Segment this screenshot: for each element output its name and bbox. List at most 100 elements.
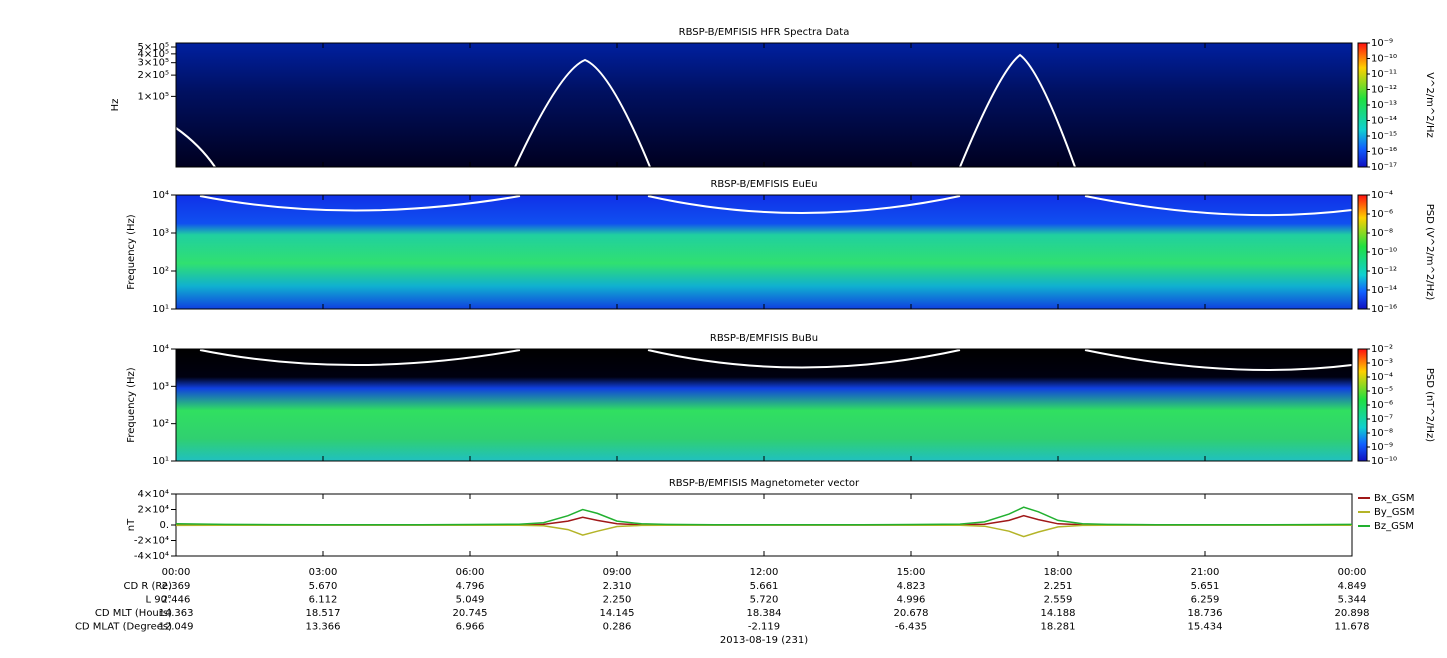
panel-title: RBSP-B/EMFISIS EuEu — [710, 179, 817, 190]
colorbar-tick-label: 10⁻⁴ — [1371, 372, 1393, 383]
colorbar-tick-label: 10⁻¹⁴ — [1371, 285, 1397, 296]
data-line — [175, 524, 1352, 538]
colorbar-tick-label: 10⁻¹⁰ — [1371, 247, 1397, 258]
colorbar-tick-label: 10⁻¹¹ — [1371, 69, 1397, 80]
colorbar-tick-label: 10⁻¹² — [1371, 85, 1397, 96]
ephemeris-value: 18.736 — [1188, 608, 1223, 619]
y-tick-label: 0. — [159, 520, 169, 531]
data-line — [175, 506, 1353, 526]
panel-title: RBSP-B/EMFISIS HFR Spectra Data — [679, 27, 850, 38]
ephemeris-value: 18.281 — [1041, 622, 1076, 633]
y-tick-label: 10¹ — [152, 304, 169, 315]
date-label: 2013-08-19 (231) — [720, 635, 808, 646]
colorbar-label: PSD (nT^2/Hz) — [1424, 368, 1435, 442]
y-tick-label: -4×10⁴ — [134, 551, 169, 562]
y-tick-label: 5×10⁵ — [138, 42, 169, 53]
colorbar-tick-label: 10⁻¹⁴ — [1371, 116, 1397, 127]
ephemeris-value: 5.049 — [456, 595, 485, 606]
ephemeris-value: 2.369 — [162, 581, 191, 592]
colorbar-tick-label: 10⁻² — [1371, 344, 1393, 355]
y-tick-label: 10² — [152, 419, 169, 430]
ephemeris-value: 4.849 — [1338, 581, 1367, 592]
ephemeris-value: 2.251 — [1044, 581, 1073, 592]
legend-label: Bx_GSM — [1374, 493, 1415, 504]
ephemeris-value: 5.661 — [750, 581, 779, 592]
colorbar — [1357, 42, 1368, 168]
spectrogram-images — [175, 43, 1353, 461]
spectrogram-3 — [176, 349, 1352, 461]
x-tick-label: 00:00 — [1338, 567, 1367, 578]
colorbar-label: PSD (V^2/m^2/Hz) — [1424, 204, 1435, 301]
y-tick-label: -2×10⁴ — [134, 536, 169, 547]
x-tick-label: 15:00 — [897, 567, 926, 578]
ephemeris-value: 4.823 — [897, 581, 926, 592]
x-tick-label: 06:00 — [456, 567, 485, 578]
ephemeris-value: 6.112 — [309, 595, 338, 606]
ephemeris-value: 5.651 — [1191, 581, 1220, 592]
y-tick-label: 10¹ — [152, 456, 169, 467]
y-tick-label: 10³ — [152, 228, 169, 239]
ephemeris-value: 4.996 — [897, 595, 926, 606]
colorbar-tick-label: 10⁻⁶ — [1371, 400, 1393, 411]
panel-title: RBSP-B/EMFISIS BuBu — [710, 333, 818, 344]
y-tick-label: 2×10⁴ — [138, 505, 169, 516]
y-tick-label: 4×10⁵ — [138, 49, 169, 60]
y-tick-label: 4×10⁴ — [138, 489, 169, 500]
ephemeris-label: CD R (Re) — [124, 581, 173, 592]
legend-label: Bz_GSM — [1374, 521, 1414, 532]
ephemeris-value: 2.559 — [1044, 595, 1073, 606]
ephemeris-value: 11.678 — [1335, 622, 1370, 633]
ephemeris-value: 6.966 — [456, 622, 485, 633]
ephemeris-value: 14.363 — [159, 608, 194, 619]
x-tick-label: 09:00 — [603, 567, 632, 578]
ephemeris-value: -2.119 — [748, 622, 780, 633]
panel-title: RBSP-B/EMFISIS Magnetometer vector — [669, 478, 860, 489]
y-axis-label: Frequency (Hz) — [126, 214, 137, 290]
colorbar-tick-label: 10⁻⁴ — [1371, 190, 1393, 201]
ephemeris-value: 12.049 — [159, 622, 194, 633]
y-tick-label: 3×10⁵ — [138, 58, 169, 69]
y-tick-label: 10⁴ — [152, 190, 169, 201]
gyro-line — [199, 349, 1353, 371]
gyro-line — [175, 53, 1076, 168]
y-tick-label: 10² — [152, 266, 169, 277]
y-tick-label: 2×10⁵ — [138, 70, 169, 81]
colorbar-tick-label: 10⁻¹⁵ — [1371, 131, 1397, 142]
legend-label: By_GSM — [1374, 507, 1415, 518]
x-tick-label: 00:00 — [162, 567, 191, 578]
ephemeris-value: 14.145 — [600, 608, 635, 619]
ephemeris-value: 0.286 — [603, 622, 632, 633]
x-tick-label: 18:00 — [1044, 567, 1073, 578]
colorbar-label: V^2/m^2/Hz — [1424, 72, 1435, 138]
y-axis-label: Frequency (Hz) — [126, 367, 137, 443]
spectrogram-1 — [176, 43, 1352, 167]
ephemeris-value: 5.670 — [309, 581, 338, 592]
colorbar-tick-label: 10⁻¹³ — [1371, 100, 1397, 111]
colorbar-tick-label: 10⁻⁶ — [1371, 209, 1393, 220]
colorbar-tick-label: 10⁻¹⁶ — [1371, 147, 1397, 158]
ephemeris-value: 14.188 — [1041, 608, 1076, 619]
ephemeris-value: -6.435 — [895, 622, 927, 633]
ephemeris-value: 2.310 — [603, 581, 632, 592]
x-tick-label: 21:00 — [1191, 567, 1220, 578]
colorbar-tick-label: 10⁻¹⁷ — [1371, 162, 1397, 173]
y-axis-label: nT — [126, 518, 137, 531]
ephemeris-value: 13.366 — [306, 622, 341, 633]
ephemeris-value: 6.259 — [1191, 595, 1220, 606]
colorbar-tick-label: 10⁻¹² — [1371, 266, 1397, 277]
ephemeris-value: 4.796 — [456, 581, 485, 592]
y-tick-label: 1×10⁵ — [138, 91, 169, 102]
colorbar-tick-label: 10⁻⁷ — [1371, 414, 1393, 425]
ephemeris-value: 2.250 — [603, 595, 632, 606]
colorbar-tick-label: 10⁻⁹ — [1371, 38, 1393, 49]
colorbar-tick-label: 10⁻⁸ — [1371, 228, 1393, 239]
ephemeris-value: 18.384 — [747, 608, 782, 619]
ephemeris-value: 2.446 — [162, 595, 191, 606]
y-axis-label: Hz — [110, 99, 121, 112]
ephemeris-value: 20.745 — [453, 608, 488, 619]
colorbar-tick-label: 10⁻⁹ — [1371, 442, 1393, 453]
ephemeris-value: 5.720 — [750, 595, 779, 606]
data-line — [175, 514, 1353, 526]
ephemeris-value: 18.517 — [306, 608, 341, 619]
